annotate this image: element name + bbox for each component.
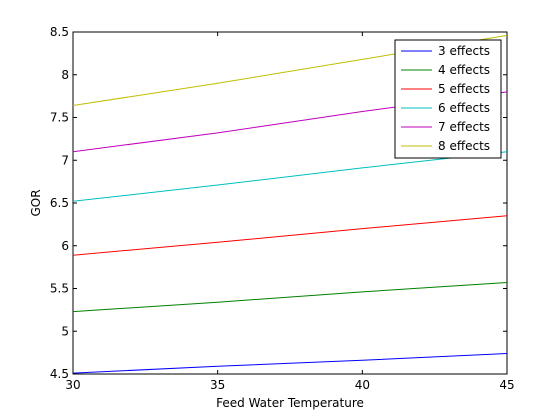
y-tick-label: 7 [61, 153, 69, 167]
x-tick-label: 35 [210, 378, 225, 392]
legend-entry: 5 effects [438, 82, 490, 96]
x-tick-label: 40 [355, 378, 370, 392]
y-tick-label: 8 [61, 68, 69, 82]
legend-entry: 7 effects [438, 120, 490, 134]
legend: 3 effects 4 effects 5 effects 6 effects 7 ef… [394, 39, 502, 159]
y-tick-label: 6 [61, 239, 69, 253]
y-tick-label: 5 [61, 324, 69, 338]
x-axis-label: Feed Water Temperature [216, 396, 364, 410]
y-tick-label: 4.5 [50, 367, 69, 381]
x-tick-label: 30 [65, 378, 80, 392]
y-tick-label: 7.5 [50, 111, 69, 125]
legend-entry: 6 effects [438, 101, 490, 115]
series-line-6-effects [72, 151, 508, 202]
plot-area: 30 35 40 45 4.5 5 5.5 6 6.5 7 7.5 8 8.5 Feed Water Te… [29, 25, 515, 410]
series-line-4-effects [72, 282, 508, 313]
legend-entry: 4 effects [438, 63, 490, 77]
y-tick-label: 6.5 [50, 196, 69, 210]
y-axis-label: GOR [29, 189, 43, 216]
legend-entry: 8 effects [438, 139, 490, 153]
series-line-5-effects [72, 215, 508, 256]
legend-box [394, 39, 502, 159]
series-line-3-effects [72, 353, 508, 374]
y-tick-label: 5.5 [50, 282, 69, 296]
x-tick-label: 45 [499, 378, 514, 392]
legend-entry: 3 effects [438, 44, 490, 58]
y-tick-label: 8.5 [50, 25, 69, 39]
